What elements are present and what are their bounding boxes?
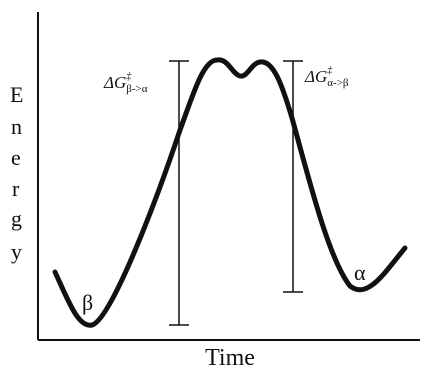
y-label-letter: g (11, 206, 22, 231)
y-label-letter: y (11, 239, 22, 264)
barrier-right-sup: ‡ (327, 65, 333, 76)
barrier-left-label: ΔG‡ β->α (103, 71, 148, 95)
y-label-letter: E (10, 82, 23, 107)
state-alpha-label: α (354, 260, 366, 285)
y-label-letter: r (12, 176, 20, 201)
barrier-right-sub: α->β (327, 77, 349, 89)
barrier-right-label: ΔG‡ α->β (304, 65, 349, 89)
x-axis-label: Time (205, 345, 255, 371)
y-label-letter: e (11, 145, 21, 170)
barrier-right-base: ΔG (304, 67, 327, 86)
barrier-left-base: ΔG (103, 73, 126, 92)
state-beta-label: β (82, 290, 93, 315)
y-axis-label: E n e r g y (10, 82, 23, 264)
y-label-letter: n (11, 114, 22, 139)
barrier-left-sup: ‡ (126, 71, 132, 82)
energy-curve (52, 57, 408, 328)
barrier-left-sub: β->α (126, 83, 147, 95)
